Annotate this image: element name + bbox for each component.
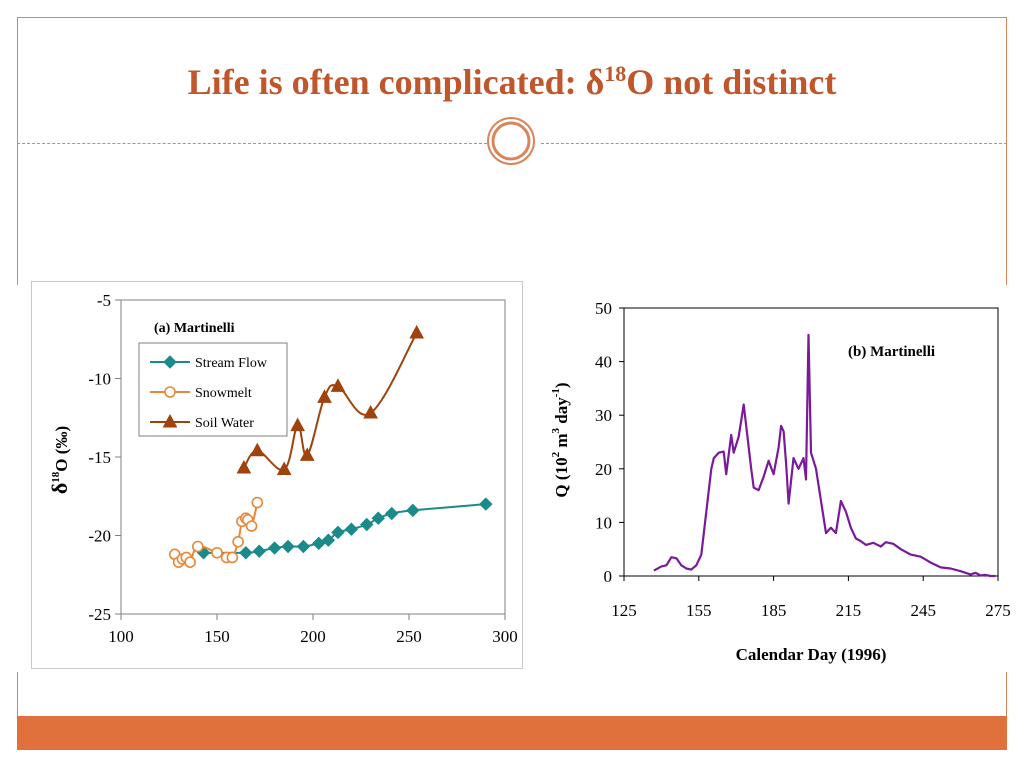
chart-a-ylabel: δ18O (‰) (47, 426, 72, 494)
chart-b-ytick-label: 50 (595, 299, 612, 318)
chart-a-ytick-label: -20 (88, 527, 111, 546)
chart-a-point-stream-flow (267, 541, 282, 555)
chart-a-point-stream-flow (296, 539, 311, 554)
chart-b-svg: 0 10 20 30 40 50 125 155 185 215 245 275 (b) Marti… (550, 299, 1011, 664)
chart-a-point-stream-flow (252, 544, 266, 558)
chart-a-xtick-label: 150 (204, 627, 230, 646)
chart-a-point-stream-flow (385, 506, 399, 521)
chart-b-xlabel: Calendar Day (1996) (736, 645, 887, 664)
chart-a-xtick-label: 200 (300, 627, 326, 646)
chart-a-point-stream-flow (371, 511, 385, 525)
chart-a-legend: Stream Flow Snowmelt Soil Water (138, 342, 288, 437)
chart-a-point-soil-water (330, 378, 346, 392)
chart-a-title: (a) Martinelli (154, 321, 235, 336)
slide-frame-top (17, 17, 1007, 18)
chart-b-ytick-label: 20 (595, 460, 612, 479)
chart-a-point-soil-water (249, 442, 265, 457)
chart-b-xtick-label: 245 (910, 601, 936, 620)
chart-b-title: (b) Martinelli (848, 344, 935, 360)
ring-ornament-icon (487, 117, 535, 165)
chart-a-xtick-label: 300 (492, 627, 518, 646)
chart-b-panel: 0 10 20 30 40 50 125 155 185 215 245 275 (b) Marti… (540, 290, 1018, 670)
chart-a-point-stream-flow (331, 525, 345, 540)
slide-frame-right (1006, 17, 1007, 285)
chart-b-ytick-label: 40 (595, 353, 612, 372)
chart-a-point-stream-flow (406, 503, 420, 518)
chart-b-ytick-label: 0 (604, 567, 613, 586)
chart-a-svg: -5 -10 -15 -20 -25 100 150 200 250 300 (a) Marti… (47, 291, 518, 646)
title-divider-left (17, 143, 487, 144)
chart-b-xtick-label: 185 (761, 601, 787, 620)
chart-a-ytick-label: -10 (88, 370, 111, 389)
chart-a-point-snowmelt (232, 535, 244, 548)
chart-b-xtick-label: 215 (836, 601, 862, 620)
legend-marker (164, 386, 176, 398)
slide-frame-left-lower (17, 672, 18, 718)
title-superscript: 18 (604, 61, 627, 86)
chart-b-ytick-label: 30 (595, 406, 612, 425)
title-main: Life is often complicated: δ (187, 62, 605, 102)
chart-a-point-stream-flow (281, 539, 295, 554)
chart-a-point-stream-flow (360, 517, 374, 532)
legend-label: Stream Flow (195, 356, 268, 371)
chart-b-ytick-label: 10 (595, 513, 612, 532)
chart-a-ytick-label: -25 (88, 605, 111, 624)
legend-label: Soil Water (195, 416, 254, 431)
chart-b-xtick-label: 125 (611, 601, 637, 620)
footer-accent-bar (17, 716, 1007, 750)
legend-marker (163, 355, 177, 369)
chart-a-point-snowmelt (211, 546, 223, 559)
chart-a-point-soil-water (290, 417, 305, 432)
chart-a-point-snowmelt (184, 556, 196, 568)
chart-a-point-snowmelt (192, 540, 204, 553)
chart-a-point-snowmelt (226, 551, 239, 564)
chart-a-point-soil-water (236, 459, 252, 474)
chart-a-point-soil-water (317, 389, 332, 403)
chart-a-point-stream-flow (479, 497, 493, 511)
chart-a-point-soil-water (276, 461, 292, 476)
chart-b-discharge-line (653, 333, 996, 578)
legend-marker (162, 413, 178, 428)
chart-a-point-snowmelt (245, 520, 258, 532)
chart-a-point-stream-flow (344, 522, 359, 536)
chart-a-point-soil-water (299, 447, 315, 461)
chart-a-ytick-label: -5 (97, 291, 111, 310)
slide-frame-left (17, 17, 18, 285)
title-rest: O not distinct (626, 62, 837, 102)
chart-a-point-snowmelt (251, 496, 264, 509)
chart-a-ytick-label: -15 (88, 448, 111, 467)
chart-a-point-soil-water (363, 404, 378, 419)
chart-a-point-soil-water (409, 324, 425, 339)
chart-b-xtick-label: 275 (985, 601, 1011, 620)
chart-a-point-stream-flow (312, 536, 326, 551)
slide-frame-right-lower (1006, 672, 1007, 718)
chart-a-point-stream-flow (239, 546, 253, 560)
chart-b-ylabel: Q (102 m3 day-1) (550, 382, 571, 497)
title-divider-right (541, 143, 1007, 144)
slide-title: Life is often complicated: δ18O not dist… (0, 58, 1024, 106)
chart-a-point-stream-flow (321, 533, 336, 547)
legend-label: Snowmelt (195, 386, 252, 401)
chart-a-xtick-label: 100 (108, 627, 134, 646)
chart-a-xtick-label: 250 (396, 627, 422, 646)
chart-b-xtick-label: 155 (686, 601, 712, 620)
chart-a-panel: -5 -10 -15 -20 -25 100 150 200 250 300 (a) Marti… (31, 281, 523, 669)
